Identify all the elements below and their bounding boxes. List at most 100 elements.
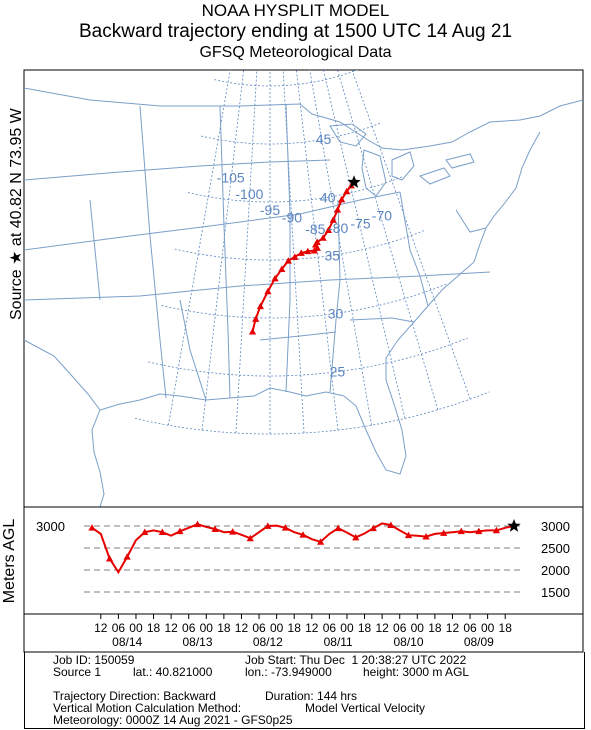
trajectory-title: Backward trajectory ending at 1500 UTC 1… bbox=[78, 21, 513, 42]
hour-label: 18 bbox=[358, 621, 372, 635]
hour-label: 18 bbox=[288, 621, 302, 635]
latitude-labels: 45 40 35 30 25 bbox=[316, 131, 346, 380]
model-title: NOAA HYSPLIT MODEL bbox=[201, 1, 390, 20]
trajectory-map-layer bbox=[248, 175, 361, 335]
height-trajectory-marker bbox=[316, 538, 325, 545]
height-trajectory-marker bbox=[211, 525, 219, 532]
state-line-6 bbox=[285, 103, 291, 393]
trajectory-marker bbox=[264, 287, 272, 295]
height-gridlines bbox=[84, 525, 522, 593]
date-label: 08/11 bbox=[324, 635, 353, 649]
height-trajectory-marker bbox=[158, 528, 166, 536]
longitude-label: -95 bbox=[260, 202, 280, 218]
vertical-motion-label: Vertical Motion Calculation Method: bbox=[53, 701, 242, 715]
height-trajectory-marker bbox=[123, 553, 131, 560]
height-source-star bbox=[507, 519, 521, 532]
hour-label: 00 bbox=[411, 621, 425, 635]
hour-label: 06 bbox=[252, 621, 266, 635]
hour-label: 12 bbox=[94, 621, 108, 635]
hour-label: 12 bbox=[446, 621, 460, 635]
trajectory-marker bbox=[343, 187, 351, 195]
height-trajectory-marker bbox=[352, 533, 360, 541]
longitude-labels: -105-100-95 -90-85 -80 -75-70 bbox=[217, 169, 393, 237]
meridian-line bbox=[201, 70, 245, 431]
height-tick-labels: 3000 3000 2500 2000 1500 bbox=[36, 519, 570, 600]
hour-label: 18 bbox=[499, 621, 513, 635]
trajectory-marker bbox=[319, 234, 327, 241]
height-panel-frame bbox=[23, 506, 584, 615]
boundaries bbox=[24, 87, 583, 507]
hour-label: 00 bbox=[340, 621, 354, 635]
map-layer bbox=[24, 70, 583, 507]
us-canada-border bbox=[24, 87, 583, 151]
state-line-7 bbox=[329, 199, 341, 393]
longitude-label: -105 bbox=[217, 169, 245, 185]
parallel-line bbox=[174, 229, 426, 261]
height-trajectory-marker bbox=[281, 524, 290, 531]
height-trajectory-marker bbox=[387, 521, 395, 528]
height-trajectory-marker bbox=[141, 528, 149, 536]
trajectory-marker bbox=[338, 195, 346, 203]
job-id: Job ID: 150059 bbox=[53, 653, 135, 667]
hour-label: 00 bbox=[200, 621, 214, 635]
hour-label: 12 bbox=[375, 621, 389, 635]
longitude-label: -75 bbox=[350, 216, 370, 232]
latitude-label: 45 bbox=[316, 131, 332, 147]
height-trajectory-marker bbox=[334, 524, 342, 532]
state-line-8 bbox=[399, 191, 429, 307]
state-line-4 bbox=[139, 105, 167, 399]
hour-label: 12 bbox=[235, 621, 249, 635]
trajectory-direction: Trajectory Direction: Backward bbox=[53, 689, 216, 703]
height-trajectory-marker bbox=[369, 524, 377, 532]
longitude-label: -80 bbox=[328, 220, 348, 236]
height-trajectory-marker bbox=[475, 527, 483, 535]
source-lat: lat.: 40.821000 bbox=[133, 665, 213, 679]
hour-label: 18 bbox=[217, 621, 231, 635]
hour-label: 06 bbox=[112, 621, 126, 635]
trajectory-marker bbox=[313, 244, 321, 251]
meridian-line bbox=[235, 70, 258, 434]
trajectory-marker bbox=[252, 315, 260, 322]
date-label: 08/13 bbox=[182, 635, 212, 649]
trajectory-marker bbox=[284, 257, 292, 264]
job-start: Job Start: Thu Dec 1 20:38:27 UTC 2022 bbox=[245, 653, 467, 667]
source-lon: lon.: -73.949000 bbox=[245, 665, 332, 679]
state-line-13 bbox=[89, 199, 101, 301]
height-tick-right: 2500 bbox=[541, 541, 570, 556]
hour-label: 00 bbox=[270, 621, 284, 635]
chart-header: NOAA HYSPLIT MODEL Backward trajectory e… bbox=[0, 0, 591, 63]
longitude-label: -85 bbox=[305, 221, 325, 237]
height-trajectory-marker bbox=[246, 534, 254, 542]
state-line-3 bbox=[24, 159, 331, 181]
source-number: Source 1 bbox=[53, 665, 102, 679]
height-trajectory-marker bbox=[422, 532, 430, 540]
date-label: 08/12 bbox=[253, 635, 283, 649]
trajectory-marker bbox=[297, 249, 305, 256]
height-trajectory-marker bbox=[176, 527, 184, 535]
height-tick-left: 3000 bbox=[36, 519, 65, 534]
state-line-5 bbox=[219, 105, 231, 399]
hour-label: 00 bbox=[129, 621, 143, 635]
height-tick-right: 3000 bbox=[541, 519, 570, 534]
latitude-label: 25 bbox=[330, 364, 346, 380]
trajectory-marker bbox=[291, 253, 299, 260]
height-trajectory-marker bbox=[457, 527, 465, 535]
height-trajectory-marker bbox=[88, 524, 96, 531]
meridian-line bbox=[322, 70, 406, 419]
date-label: 08/09 bbox=[464, 635, 494, 649]
height-trajectory-marker bbox=[105, 554, 114, 562]
trajectory-marker bbox=[310, 247, 318, 254]
height-trajectory-marker bbox=[440, 529, 448, 536]
date-label: 08/10 bbox=[393, 635, 423, 649]
vertical-motion-method: Model Vertical Velocity bbox=[305, 701, 426, 715]
state-line-11 bbox=[259, 331, 337, 341]
state-line-9 bbox=[455, 209, 487, 233]
latitude-label: 40 bbox=[320, 189, 336, 205]
meridian-line bbox=[309, 70, 372, 426]
trajectory-height-layer bbox=[88, 519, 521, 575]
state-line-12 bbox=[179, 299, 207, 401]
graticule bbox=[134, 70, 490, 435]
trajectory-marker bbox=[278, 265, 286, 272]
meridian-line bbox=[351, 70, 471, 400]
